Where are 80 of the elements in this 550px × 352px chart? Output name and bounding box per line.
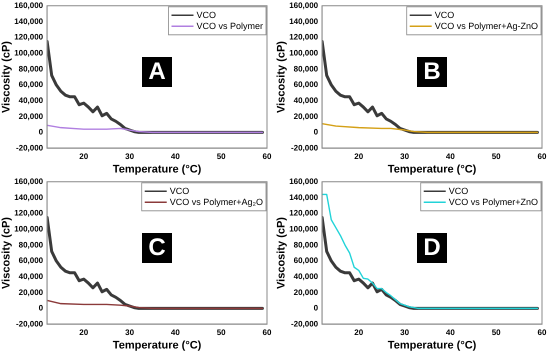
x-axis-title: Temperature (°C): [388, 339, 477, 352]
x-tick-label: 20: [354, 152, 364, 162]
legend-label: VCO vs Polymer+ZnO: [448, 196, 538, 207]
y-tick-label: 60,000: [294, 80, 319, 90]
y-axis-title: Viscosity (cP): [0, 40, 13, 113]
y-tick-label: 40,000: [18, 272, 44, 281]
x-tick-label: 20: [79, 152, 89, 162]
y-tick-label: 60,000: [18, 80, 44, 90]
y-tick-label: 60,000: [18, 256, 44, 266]
x-tick-label: 60: [262, 328, 272, 338]
y-tick-label: 120,000: [289, 32, 319, 42]
y-tick-label: 100,000: [14, 48, 44, 58]
x-tick-label: 30: [125, 152, 135, 162]
y-tick-label: 120,000: [289, 208, 319, 218]
y-tick-label: 40,000: [294, 96, 319, 105]
y-axis-title: Viscosity (cP): [276, 40, 288, 113]
legend-label: VCO: [434, 10, 454, 20]
x-tick-label: 40: [170, 328, 180, 338]
annotation: A: [142, 57, 172, 88]
x-tick-label: 50: [492, 152, 502, 162]
legend-label: VCO vs Polymer: [196, 20, 264, 31]
legend-label: VCO: [196, 10, 216, 20]
y-tick-label: 0: [38, 128, 44, 137]
x-tick-label: 20: [79, 328, 89, 338]
y-tick-label: 140,000: [289, 192, 319, 202]
y-tick-label: -20,000: [290, 319, 319, 328]
y-tick-label: 40,000: [18, 96, 44, 105]
x-tick-label: 60: [538, 328, 547, 338]
x-axis-title: Temperature (°C): [388, 163, 477, 176]
y-tick-label: 160,000: [289, 177, 319, 186]
y-tick-label: 140,000: [289, 16, 319, 26]
x-tick-label: 30: [400, 328, 410, 338]
x-tick-label: 30: [400, 152, 410, 162]
y-tick-label: 80,000: [294, 240, 319, 250]
y-tick-label: 0: [314, 128, 319, 137]
y-axis-title: Viscosity (cP): [276, 216, 288, 289]
x-tick-label: 40: [446, 152, 456, 162]
y-tick-label: 80,000: [18, 240, 44, 250]
y-tick-label: 20,000: [294, 288, 319, 297]
y-tick-label: 20,000: [294, 112, 319, 121]
x-tick-label: 50: [216, 328, 226, 338]
legend-label: VCO: [170, 186, 190, 196]
y-tick-label: 100,000: [14, 224, 44, 234]
annotation: B: [417, 57, 448, 88]
annotation: C: [142, 233, 172, 264]
x-tick-label: 30: [125, 328, 135, 338]
y-tick-label: 100,000: [289, 224, 319, 234]
y-tick-label: 140,000: [14, 16, 44, 26]
x-tick-label: 40: [446, 328, 456, 338]
y-tick-label: 40,000: [294, 272, 319, 281]
y-tick-label: 0: [314, 304, 319, 313]
x-tick-label: 50: [492, 328, 502, 338]
y-tick-label: 100,000: [289, 48, 319, 58]
y-tick-label: 140,000: [14, 192, 44, 202]
x-axis-title: Temperature (°C): [112, 339, 202, 352]
legend-label: VCO vs Polymer+Ag₂O: [170, 196, 264, 207]
y-tick-label: 20,000: [18, 112, 44, 121]
y-tick-label: 0: [38, 304, 44, 313]
y-tick-label: 80,000: [294, 64, 319, 74]
y-tick-label: -20,000: [16, 319, 44, 328]
x-tick-label: 20: [354, 328, 364, 338]
x-axis-title: Temperature (°C): [112, 163, 202, 176]
y-tick-label: 60,000: [294, 256, 319, 266]
y-tick-label: 20,000: [18, 288, 44, 297]
x-tick-label: 60: [538, 152, 547, 162]
annotation: D: [417, 233, 448, 264]
y-tick-label: 160,000: [14, 177, 44, 186]
y-tick-label: -20,000: [290, 143, 319, 152]
x-tick-label: 50: [216, 152, 226, 162]
y-tick-label: 120,000: [14, 32, 44, 42]
legend-label: VCO: [448, 186, 468, 196]
y-tick-label: 160,000: [14, 1, 44, 10]
y-tick-label: 160,000: [289, 1, 319, 10]
legend-label: VCO vs Polymer+Ag-ZnO: [434, 20, 538, 31]
x-tick-label: 40: [170, 152, 180, 162]
y-tick-label: 120,000: [14, 208, 44, 218]
y-axis-title: Viscosity (cP): [0, 216, 13, 289]
y-tick-label: -20,000: [16, 143, 44, 152]
x-tick-label: 60: [262, 152, 272, 162]
y-tick-label: 80,000: [18, 64, 44, 74]
